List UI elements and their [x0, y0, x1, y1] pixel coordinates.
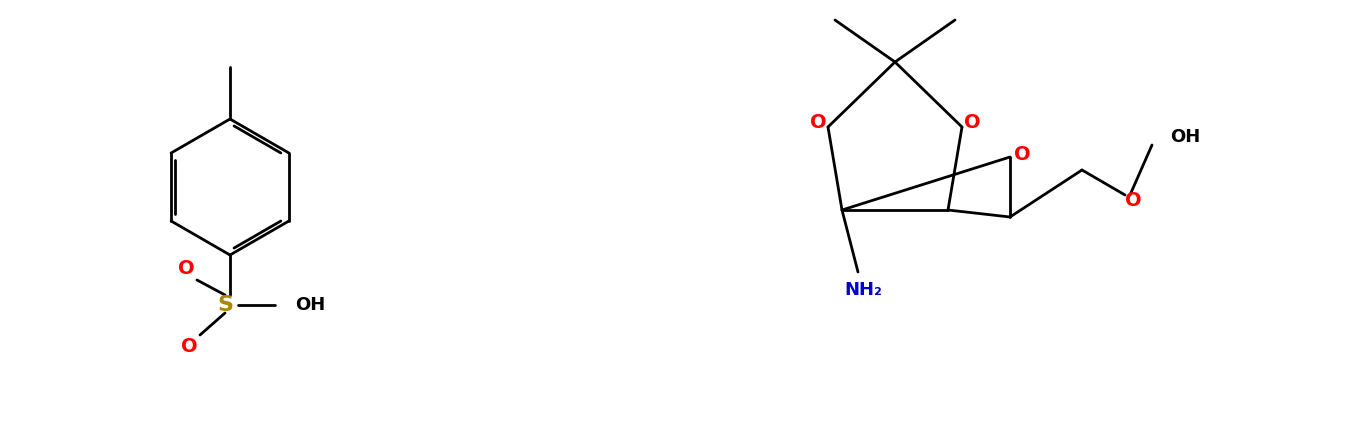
Text: S: S: [218, 295, 233, 315]
Text: O: O: [1013, 145, 1031, 164]
Text: O: O: [178, 259, 194, 278]
Text: O: O: [964, 113, 980, 132]
Text: NH₂: NH₂: [845, 281, 882, 299]
Text: OH: OH: [294, 296, 326, 314]
Text: OH: OH: [1170, 128, 1201, 146]
Text: O: O: [181, 336, 197, 355]
Text: O: O: [1125, 191, 1142, 210]
Text: O: O: [809, 113, 827, 132]
